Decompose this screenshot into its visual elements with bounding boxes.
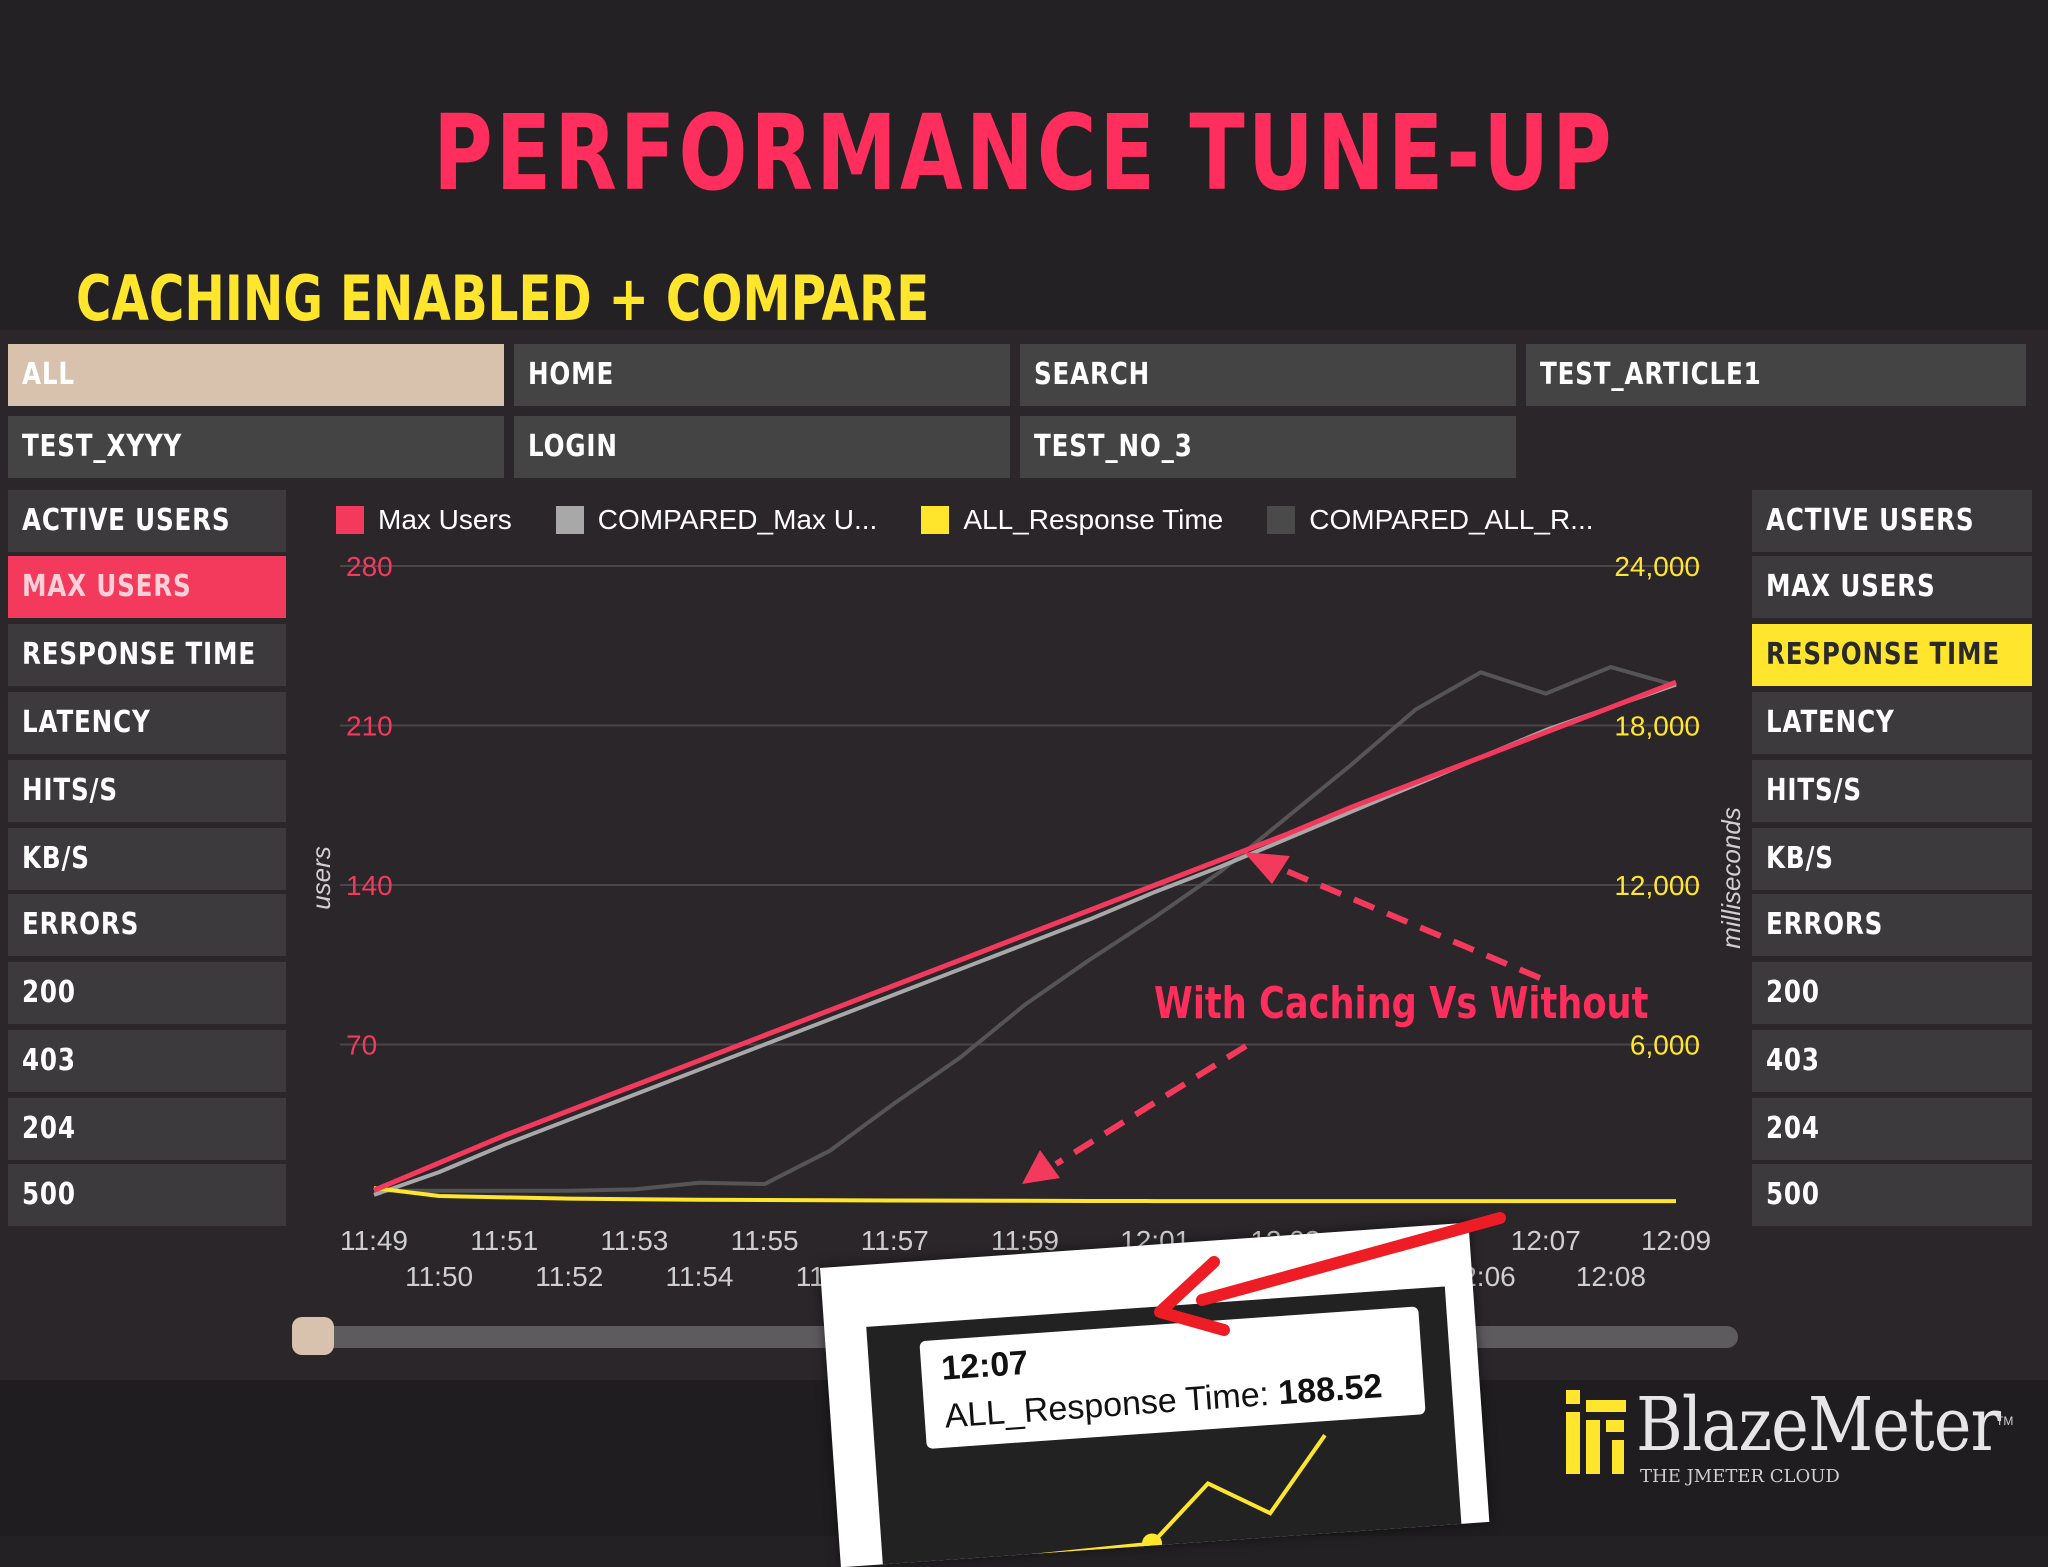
right-metric-hits[interactable]: HITS/S	[1752, 760, 2032, 822]
y2-tick-label: 12,000	[1614, 870, 1700, 901]
tab-login[interactable]: LOGIN	[514, 416, 1010, 478]
right-metric-500[interactable]: 500	[1752, 1164, 2032, 1226]
x-tick-label: 11:49	[340, 1225, 408, 1256]
right-metric-kbs[interactable]: KB/S	[1752, 828, 2032, 890]
x-tick-label: 11:53	[600, 1225, 668, 1256]
x-tick-label: 11:57	[861, 1225, 929, 1256]
annotation-arrows	[1022, 852, 1542, 1184]
legend-item-max-users[interactable]: Max Users	[336, 504, 512, 536]
slider-handle[interactable]	[292, 1317, 334, 1355]
right-metric-errors[interactable]: ERRORS	[1752, 894, 2032, 956]
left-metric-latency[interactable]: LATENCY	[8, 692, 286, 754]
y-axis-title: users	[306, 846, 336, 910]
right-metric-200[interactable]: 200	[1752, 962, 2032, 1024]
tab-all[interactable]: ALL	[8, 344, 504, 406]
left-metric-hits[interactable]: HITS/S	[8, 760, 286, 822]
x-tick-label: 12:09	[1641, 1225, 1711, 1256]
left-metric-kbs[interactable]: KB/S	[8, 828, 286, 890]
right-metric-active-users[interactable]: ACTIVE USERS	[1752, 490, 2032, 552]
left-metric-200[interactable]: 200	[8, 962, 286, 1024]
tooltip-time: 12:07	[940, 1343, 1030, 1388]
legend-item-compared-all-response[interactable]: COMPARED_ALL_R...	[1267, 504, 1594, 536]
blazemeter-logo-icon	[1566, 1390, 1626, 1474]
annotation-label: With Caching Vs Without	[1154, 978, 1649, 1029]
left-metric-max-users[interactable]: MAX USERS	[8, 556, 286, 618]
x-tick-label: 11:54	[666, 1261, 734, 1292]
chart-legend: Max Users COMPARED_Max U... ALL_Response…	[336, 500, 1638, 540]
right-metric-204[interactable]: 204	[1752, 1098, 2032, 1160]
series-line-2[interactable]	[373, 1186, 1676, 1204]
legend-item-compared-max-users[interactable]: COMPARED_Max U...	[555, 504, 877, 536]
legend-item-all-response-time[interactable]: ALL_Response Time	[921, 504, 1223, 536]
y-tick-label: 210	[346, 711, 393, 742]
tab-test-no-3[interactable]: TEST_NO_3	[1020, 416, 1516, 478]
logo-trademark: TM	[1996, 1414, 2014, 1428]
x-tick-label: 12:08	[1576, 1261, 1646, 1292]
right-metric-latency[interactable]: LATENCY	[1752, 692, 2032, 754]
y-tick-label: 280	[346, 551, 393, 582]
left-metric-active-users[interactable]: ACTIVE USERS	[8, 490, 286, 552]
slide-title: PERFORMANCE TUNE-UP	[433, 92, 1615, 214]
logo-wordmark: BlazeMeter	[1636, 1382, 2001, 1468]
tab-test-xyyy[interactable]: TEST_XYYY	[8, 416, 504, 478]
x-tick-label: 11:55	[731, 1225, 799, 1256]
y2-tick-label: 6,000	[1630, 1030, 1700, 1061]
x-tick-label: 12:07	[1511, 1225, 1581, 1256]
tab-search[interactable]: SEARCH	[1020, 344, 1516, 406]
y-tick-label: 140	[346, 870, 393, 901]
series-line-3[interactable]	[374, 665, 1677, 1193]
y2-axis-title: milliseconds	[1716, 807, 1746, 949]
tooltip-chart-background: 12:07 ALL_Response Time: 188.52	[866, 1286, 1463, 1567]
x-tick-label: 11:50	[405, 1261, 473, 1292]
tab-test-article1[interactable]: TEST_ARTICLE1	[1526, 344, 2026, 406]
y2-tick-label: 24,000	[1614, 551, 1700, 582]
left-metric-204[interactable]: 204	[8, 1098, 286, 1160]
right-metric-response-time[interactable]: RESPONSE TIME	[1752, 624, 2032, 686]
right-metric-max-users[interactable]: MAX USERS	[1752, 556, 2032, 618]
logo-tagline: THE JMETER CLOUD	[1640, 1466, 1840, 1487]
right-metric-403[interactable]: 403	[1752, 1030, 2032, 1092]
y-tick-label: 70	[346, 1030, 377, 1061]
series-line-0[interactable]	[373, 679, 1677, 1193]
x-tick-label: 11:51	[470, 1225, 538, 1256]
y2-tick-label: 18,000	[1614, 711, 1700, 742]
left-metric-errors[interactable]: ERRORS	[8, 894, 286, 956]
slide-subtitle: CACHING ENABLED + COMPARE	[76, 262, 930, 335]
series-line-1[interactable]	[373, 682, 1677, 1197]
x-tick-label: 11:59	[991, 1225, 1059, 1256]
report-panel	[0, 330, 2048, 1380]
tooltip-value: 188.52	[1277, 1367, 1384, 1413]
left-metric-response-time[interactable]: RESPONSE TIME	[8, 624, 286, 686]
left-metric-500[interactable]: 500	[8, 1164, 286, 1226]
left-metric-403[interactable]: 403	[8, 1030, 286, 1092]
x-tick-label: 11:52	[535, 1261, 603, 1292]
tab-home[interactable]: HOME	[514, 344, 1010, 406]
tooltip-inset: 12:07 ALL_Response Time: 188.52	[820, 1222, 1490, 1567]
